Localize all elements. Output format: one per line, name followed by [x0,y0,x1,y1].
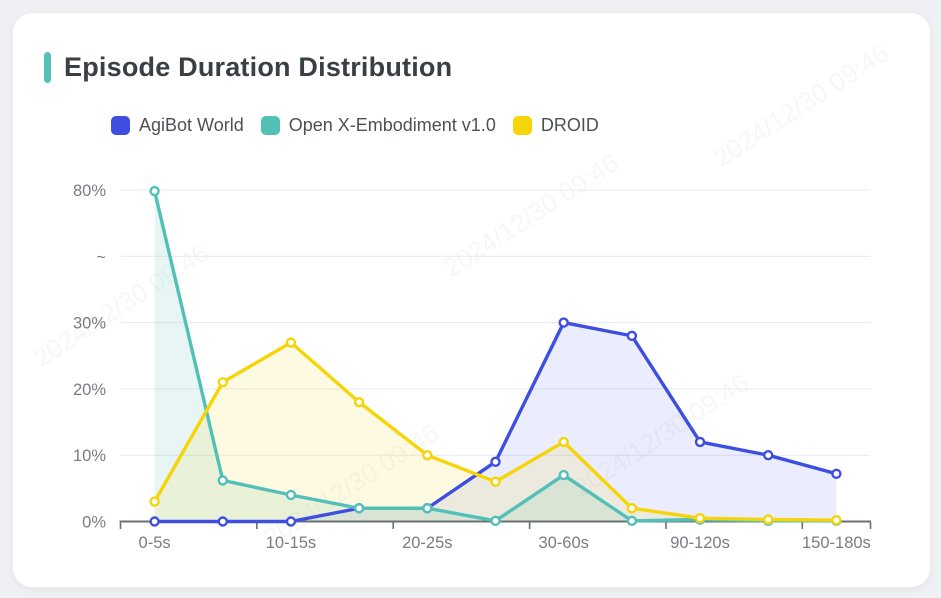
data-point-droid-10-15s [285,337,297,348]
data-point-open-x-embodiment-v1-0-25-30s [490,515,501,527]
x-tick-label: 10-15s [266,534,316,552]
data-point-open-x-embodiment-v1-0-30-60s [558,469,569,481]
data-point-agibot-world-150-180s [831,468,842,479]
data-point-droid-120-150s [763,514,774,525]
chart-card [12,12,931,588]
data-point-agibot-world-30-60s [558,317,569,328]
data-point-agibot-world-25-30s [490,456,501,468]
y-tick-label: 10% [73,447,106,465]
x-tick-label: 150-180s [802,534,871,552]
data-point-open-x-embodiment-v1-0-10-15s [285,489,297,501]
y-tick-label: 30% [73,315,106,333]
data-point-open-x-embodiment-v1-0-15-20s [353,503,365,514]
series-area-droid [154,342,837,522]
data-point-agibot-world-120-150s [763,450,774,461]
y-tick-label: 0% [82,514,106,532]
legend-item-open-x-embodiment-v1-0[interactable]: Open X-Embodiment v1.0 [260,115,496,136]
series-area-open-x-embodiment-v1-0 [154,191,837,522]
legend-label: Open X-Embodiment v1.0 [288,115,496,135]
data-point-droid-150-180s [831,514,842,526]
series-area-agibot-world [154,322,837,522]
legend-swatch-droid [512,116,532,135]
y-tick-label: 20% [73,381,106,399]
data-point-agibot-world-90-120s [694,436,706,448]
data-point-agibot-world-10-15s [285,516,297,527]
data-point-open-x-embodiment-v1-0-0-5s [149,185,160,197]
legend-item-agibot-world[interactable]: AgiBot World [111,115,244,136]
y-tick-label: 80% [73,182,106,200]
data-point-droid-60-90s [626,503,638,514]
data-point-open-x-embodiment-v1-0-60-90s [626,515,638,527]
legend-swatch-open-x-embodiment-v1-0 [260,116,280,135]
x-tick-label: 90-120s [670,534,730,552]
data-point-droid-30-60s [558,436,569,448]
legend-label: DROID [540,115,599,135]
page-title: Episode Duration Distribution [64,52,453,82]
data-point-open-x-embodiment-v1-0-5-10s [217,475,228,486]
data-point-droid-15-20s [353,396,365,408]
data-point-open-x-embodiment-v1-0-20-25s [422,503,433,514]
data-point-droid-0-5s [149,496,160,507]
y-tick-label: ~ [96,248,106,266]
data-point-agibot-world-5-10s [217,516,228,527]
data-point-droid-5-10s [217,377,228,388]
legend-label: AgiBot World [139,115,244,135]
legend-item-droid[interactable]: DROID [512,115,599,136]
data-point-droid-20-25s [422,450,433,461]
title-row: Episode Duration Distribution [44,52,452,83]
data-point-droid-25-30s [490,476,501,487]
data-point-droid-90-120s [694,512,706,524]
data-point-agibot-world-60-90s [626,330,638,342]
x-tick-label: 0-5s [139,534,171,552]
x-tick-label: 30-60s [538,534,588,552]
data-point-agibot-world-0-5s [149,516,160,527]
chart-legend: AgiBot World Open X-Embodiment v1.0 DROID [111,115,599,136]
legend-swatch-agibot-world [111,116,130,135]
x-tick-label: 20-25s [402,534,452,552]
title-accent-bar [44,52,51,83]
